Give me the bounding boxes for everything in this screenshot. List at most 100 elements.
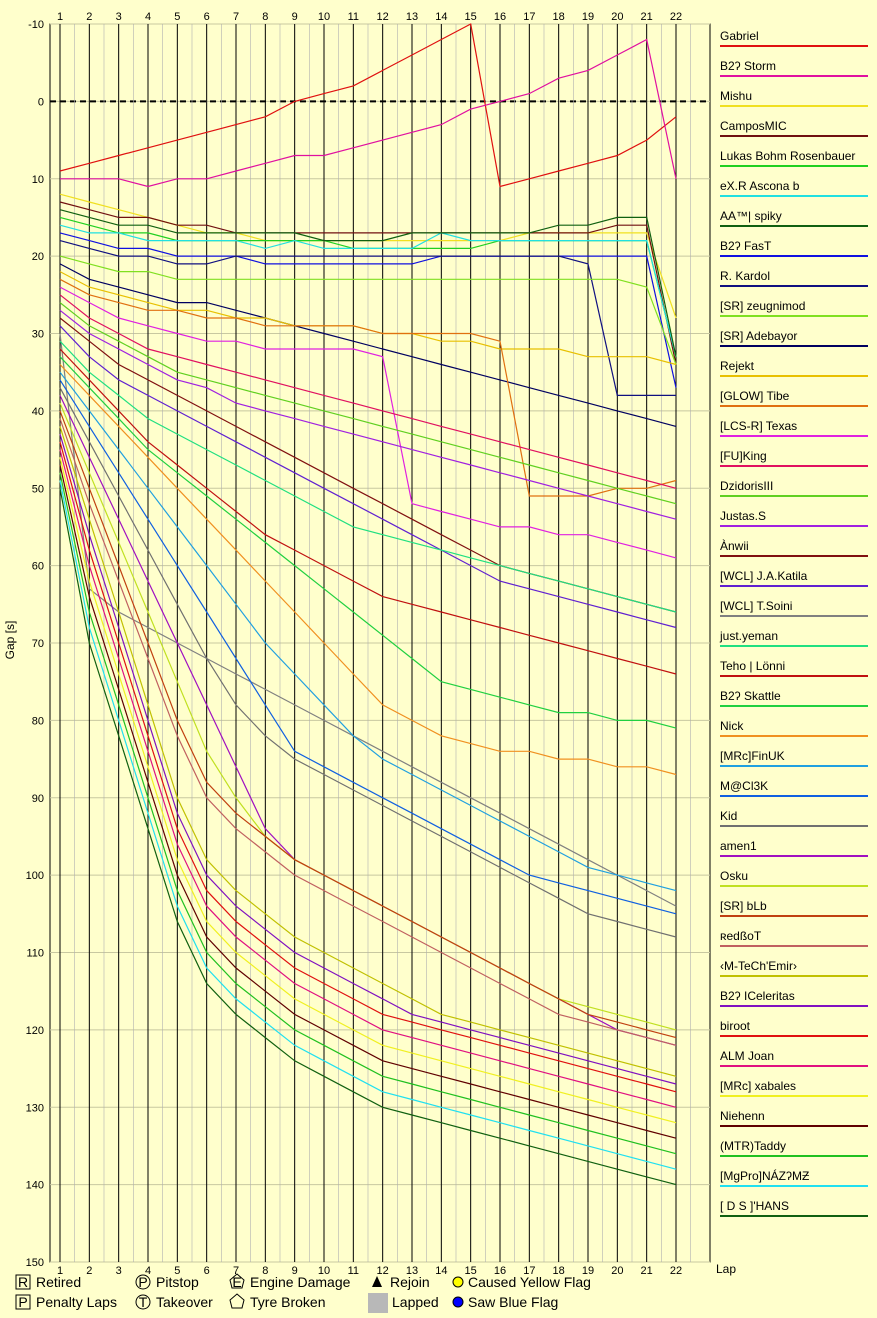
key-icon-7 [368, 1293, 388, 1313]
y-tick-70: 70 [32, 638, 44, 650]
series-line-0 [59, 23, 677, 188]
y-tick-90: 90 [32, 793, 44, 805]
y-tick-60: 60 [32, 561, 44, 573]
x-tick-bottom-16: 16 [494, 1265, 506, 1277]
series-line-9 [59, 255, 677, 365]
series-line-33 [59, 441, 677, 1093]
legend: Gabriel B2ʔ Storm Mishu CamposMIC Lukas Bohm… [719, 29, 868, 1217]
legend-label-37: (MTR)Taddy [720, 1139, 786, 1153]
x-tick-top-1: 1 [57, 11, 63, 23]
symbol-key: R Retired P Penalty Laps P Pitstop T Takeover E E… [15, 1273, 591, 1313]
x-tick-bottom-19: 19 [582, 1265, 594, 1277]
key-label-4: Engine Damage [250, 1274, 351, 1290]
key-label-9: Saw Blue Flag [468, 1294, 558, 1310]
legend-label-28: Osku [720, 869, 748, 883]
series-line-10 [59, 263, 677, 427]
key-label-6: Rejoin [390, 1274, 430, 1290]
y-tick-80: 80 [32, 715, 44, 727]
x-tick-top-6: 6 [204, 11, 210, 23]
x-tick-top-20: 20 [611, 11, 623, 23]
x-tick-top-4: 4 [145, 11, 151, 23]
y-tick--10: -10 [28, 19, 44, 31]
legend-label-2: Mishu [720, 89, 752, 103]
x-tick-top-15: 15 [465, 11, 477, 23]
key-label-3: Takeover [156, 1294, 213, 1310]
x-tick-top-11: 11 [348, 11, 359, 23]
series-lines [59, 23, 677, 1186]
legend-label-1: B2ʔ Storm [720, 59, 776, 73]
key-glyph-4: E [232, 1274, 241, 1290]
legend-label-19: [WCL] T.Soini [720, 599, 792, 613]
series-line-8 [59, 240, 676, 396]
x-tick-bottom-7: 7 [233, 1265, 239, 1277]
legend-label-15: DzidorisIII [720, 479, 773, 493]
key-icon-4 [229, 1273, 245, 1289]
series-line-7 [59, 232, 677, 388]
key-icon-6 [372, 1276, 382, 1287]
legend-label-29: [SR] bLb [720, 899, 767, 913]
series-line-5 [59, 224, 677, 357]
series-line-12 [59, 278, 677, 497]
series-line-26 [59, 387, 677, 938]
series-line-35 [59, 457, 677, 1124]
legend-label-7: B2ʔ FasT [720, 239, 772, 253]
x-tick-bottom-4: 4 [145, 1265, 151, 1277]
series-line-16 [59, 309, 677, 520]
x-tick-top-8: 8 [262, 11, 268, 23]
legend-label-32: B2ʔ ICeleritas [720, 989, 795, 1003]
series-line-32 [59, 433, 677, 1085]
key-icon-1 [15, 1294, 31, 1310]
y-tick-140: 140 [26, 1180, 44, 1192]
legend-label-17: Ànwii [720, 538, 749, 553]
legend-label-18: [WCL] J.A.Katila [720, 569, 808, 583]
x-tick-bottom-20: 20 [611, 1265, 623, 1277]
key-label-1: Penalty Laps [36, 1294, 117, 1310]
legend-label-33: biroot [720, 1019, 751, 1033]
key-glyph-0: R [18, 1274, 28, 1290]
legend-label-30: ʀedßoT [720, 929, 762, 943]
series-line-24 [59, 371, 677, 892]
x-tick-top-16: 16 [494, 11, 506, 23]
x-tick-bottom-18: 18 [553, 1265, 565, 1277]
x-tick-bottom-13: 13 [406, 1265, 418, 1277]
series-line-25 [59, 379, 677, 915]
key-label-5: Tyre Broken [250, 1294, 325, 1310]
legend-label-34: ALM Joan [720, 1049, 774, 1063]
x-tick-top-12: 12 [377, 11, 389, 23]
legend-label-3: CamposMIC [720, 119, 787, 133]
key-label-0: Retired [36, 1274, 81, 1290]
grid-layer [50, 23, 710, 1263]
legend-label-9: [SR] zeugnimod [720, 299, 805, 313]
legend-label-39: [ D S ]'HANS [720, 1199, 789, 1213]
legend-label-4: Lukas Bohm Rosenbauer [720, 149, 855, 163]
key-icon-8 [452, 1276, 464, 1288]
series-line-38 [59, 480, 677, 1170]
x-tick-bottom-6: 6 [204, 1265, 210, 1277]
x-tick-top-3: 3 [116, 11, 122, 23]
x-tick-bottom-1: 1 [57, 1265, 63, 1277]
x-tick-top-5: 5 [174, 11, 180, 23]
legend-label-5: eX.R Ascona b [720, 179, 800, 193]
series-line-19 [59, 333, 677, 907]
key-glyph-3: T [139, 1294, 148, 1310]
legend-label-24: [MRc]FinUK [720, 749, 785, 763]
x-tick-top-7: 7 [233, 11, 239, 23]
legend-label-26: Kid [720, 809, 737, 823]
x-tick-bottom-15: 15 [465, 1265, 477, 1277]
x-tick-bottom-10: 10 [318, 1265, 330, 1277]
y-tick-40: 40 [32, 406, 44, 418]
series-line-30 [59, 418, 677, 1046]
legend-label-31: ‹M-TeCh'Emir› [720, 959, 797, 973]
key-label-8: Caused Yellow Flag [468, 1274, 591, 1290]
x-tick-bottom-22: 22 [670, 1265, 682, 1277]
series-line-39 [59, 488, 677, 1186]
series-line-20 [59, 340, 677, 613]
x-tick-top-9: 9 [292, 11, 298, 23]
legend-label-27: amen1 [720, 839, 757, 853]
x-tick-bottom-17: 17 [523, 1265, 535, 1277]
series-line-14 [59, 294, 677, 489]
x-tick-top-19: 19 [582, 11, 594, 23]
y-tick-labels: -10 0 10 20 30 40 50 60 70 80 90 100 110 120 130 140 150 [26, 19, 44, 1269]
y-tick-0: 0 [38, 96, 44, 108]
series-line-37 [59, 472, 677, 1155]
